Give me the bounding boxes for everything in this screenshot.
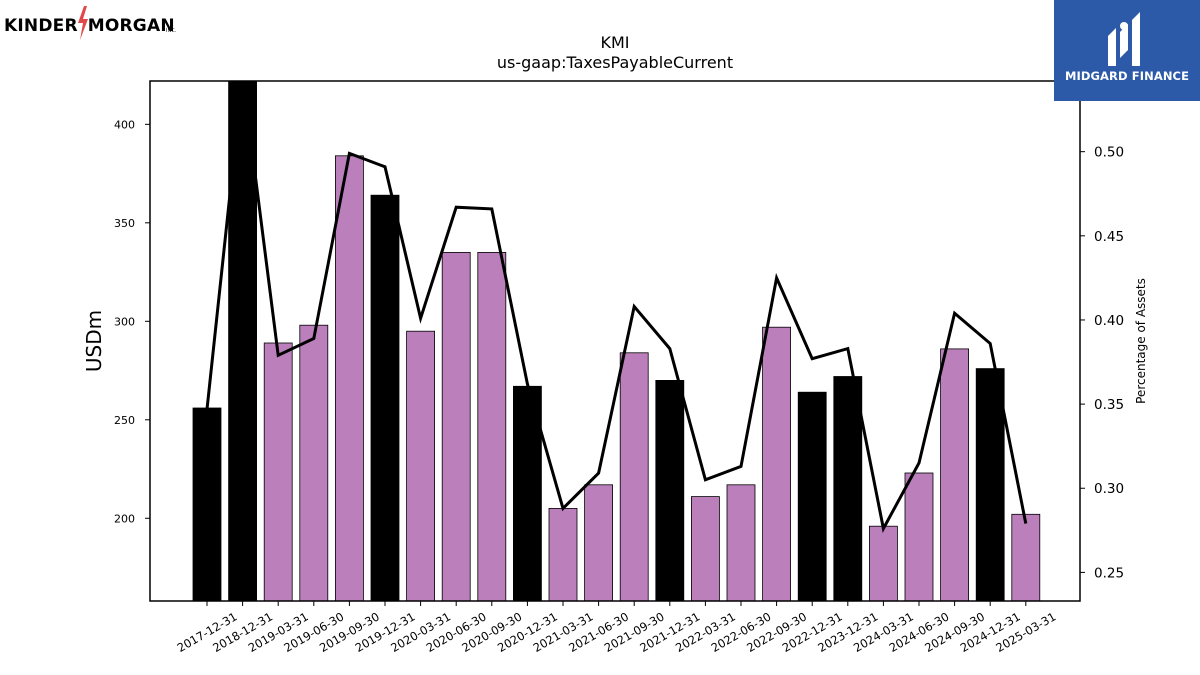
midgard-finance-logo: MIDGARD FINANCE xyxy=(1054,0,1200,101)
lightning-icon xyxy=(77,6,88,40)
bar-2025-03-31 xyxy=(1011,513,1041,601)
chart-title: KMI xyxy=(600,33,629,52)
bar-2024-06-30 xyxy=(904,472,934,601)
y2-axis-label: Percentage of Assets xyxy=(1134,278,1148,404)
bar-2019-06-30 xyxy=(299,324,329,601)
y-tick-label: 400 xyxy=(114,118,135,131)
bar-2022-12-31 xyxy=(797,391,827,601)
bar-2017-12-31 xyxy=(192,407,222,601)
bar-2020-06-30 xyxy=(441,251,471,601)
bar-2021-06-30 xyxy=(584,484,613,601)
bar-2022-06-30 xyxy=(726,484,756,601)
bar-2020-09-30 xyxy=(477,251,507,601)
bar-2024-03-31 xyxy=(869,525,898,601)
y2-tick-label: 0.45 xyxy=(1094,229,1124,245)
y-tick-label: 300 xyxy=(114,315,135,328)
logo-inc: INC. xyxy=(166,28,177,34)
chart-subtitle: us-gaap:TaxesPayableCurrent xyxy=(497,53,733,72)
axes-layer: 2002503003504000.250.300.350.400.450.502… xyxy=(114,118,1124,655)
bar-2021-12-31 xyxy=(655,379,685,601)
y-tick-label: 250 xyxy=(114,414,135,427)
bar-2023-12-31 xyxy=(833,376,863,601)
kinder-morgan-logo: KINDER MORGAN INC. xyxy=(4,6,184,42)
y2-tick-label: 0.25 xyxy=(1094,565,1124,581)
bar-2024-09-30 xyxy=(940,348,969,601)
y2-tick-label: 0.40 xyxy=(1094,313,1124,329)
bar-2022-09-30 xyxy=(762,326,791,601)
y-tick-label: 350 xyxy=(114,217,135,230)
line-layer xyxy=(205,81,1028,533)
bar-2020-03-31 xyxy=(406,330,436,601)
y2-tick-label: 0.50 xyxy=(1094,145,1124,161)
bar-2019-03-31 xyxy=(263,342,293,601)
bars-layer xyxy=(192,81,1041,601)
midgard-icon xyxy=(1108,12,1140,66)
y-tick-label: 200 xyxy=(114,512,135,525)
bar-2021-09-30 xyxy=(619,352,649,601)
bar-2021-03-31 xyxy=(548,507,578,601)
logo-text-left: KINDER xyxy=(4,16,78,36)
y2-tick-label: 0.30 xyxy=(1094,481,1124,497)
bar-2024-12-31 xyxy=(975,368,1005,601)
series-line xyxy=(205,81,1028,533)
y2-tick-label: 0.35 xyxy=(1094,397,1124,413)
bar-2020-12-31 xyxy=(513,385,542,601)
y-axis-label: USDm xyxy=(82,310,106,372)
bar-2022-03-31 xyxy=(691,496,720,601)
plot-frame xyxy=(149,80,1081,602)
midgard-logo-text: MIDGARD FINANCE xyxy=(1064,69,1190,83)
bar-2019-09-30 xyxy=(334,155,364,601)
bar-2019-12-31 xyxy=(370,194,400,601)
logo-text-right: MORGAN xyxy=(87,16,175,36)
